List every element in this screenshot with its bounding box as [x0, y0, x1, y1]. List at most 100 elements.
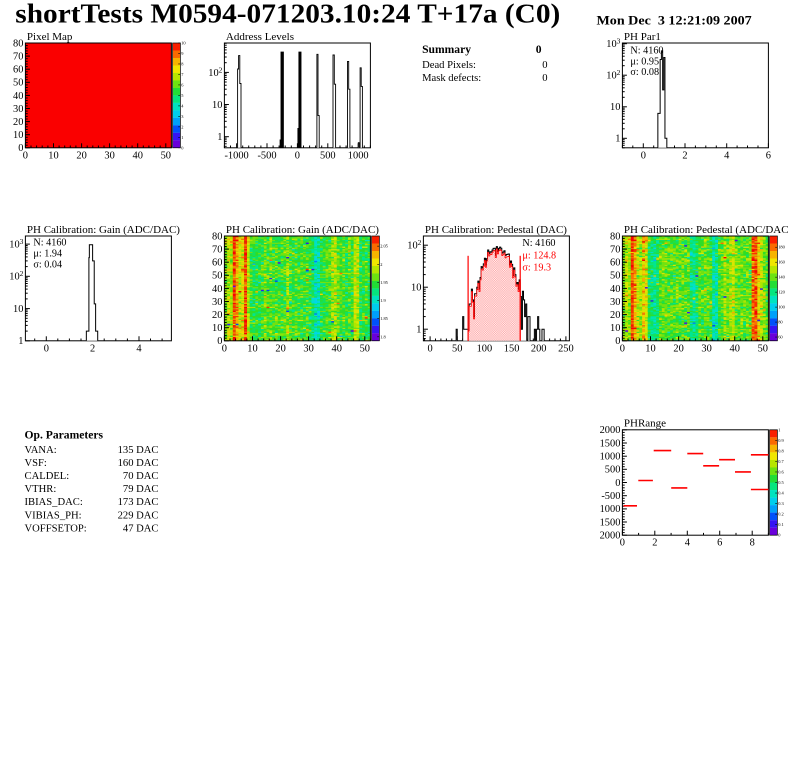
- svg-text:1000: 1000: [600, 452, 621, 463]
- svg-text:10: 10: [411, 283, 421, 294]
- svg-text:20: 20: [13, 117, 23, 128]
- svg-text:0.1: 0.1: [778, 522, 784, 527]
- svg-text:0.8: 0.8: [778, 448, 784, 453]
- svg-text:6: 6: [717, 538, 722, 549]
- svg-text:PH Calibration: Pedestal (DAC): PH Calibration: Pedestal (DAC): [425, 224, 567, 236]
- svg-text:0.4: 0.4: [778, 491, 784, 496]
- svg-text:0.5: 0.5: [778, 480, 784, 485]
- svg-text:60: 60: [13, 65, 23, 76]
- svg-text:0.3: 0.3: [778, 501, 784, 506]
- svg-text:10: 10: [610, 102, 620, 113]
- svg-text:30: 30: [303, 343, 313, 354]
- svg-text:2: 2: [90, 343, 95, 354]
- svg-text:Summary: Summary: [422, 43, 471, 56]
- svg-text:8: 8: [750, 538, 755, 549]
- svg-text:0: 0: [427, 343, 432, 354]
- svg-text:1: 1: [217, 132, 222, 143]
- svg-text:N: 4160: N: 4160: [630, 46, 663, 57]
- svg-text:10: 10: [212, 323, 222, 334]
- svg-text:1: 1: [416, 325, 421, 336]
- svg-text:1000: 1000: [600, 504, 621, 515]
- svg-text:Address Levels: Address Levels: [226, 31, 294, 43]
- svg-text:10: 10: [610, 323, 620, 334]
- svg-text:CALDEL:: CALDEL:: [25, 471, 70, 482]
- svg-text:0: 0: [620, 538, 625, 549]
- svg-text:0: 0: [536, 43, 542, 56]
- svg-text:0: 0: [641, 150, 646, 161]
- svg-text:173 DAC: 173 DAC: [118, 497, 159, 508]
- svg-text:50: 50: [212, 271, 222, 282]
- svg-text:Pixel Map: Pixel Map: [27, 31, 73, 43]
- svg-text:60: 60: [610, 258, 620, 269]
- svg-text:μ: 1.94: μ: 1.94: [33, 249, 62, 260]
- svg-text:-1000: -1000: [224, 150, 248, 161]
- svg-text:0: 0: [295, 150, 300, 161]
- svg-text:8: 8: [181, 61, 184, 66]
- svg-text:0: 0: [542, 73, 547, 84]
- svg-text:0.7: 0.7: [778, 459, 784, 464]
- svg-text:135 DAC: 135 DAC: [118, 445, 159, 456]
- svg-text:0: 0: [222, 343, 227, 354]
- svg-text:2000: 2000: [600, 531, 621, 542]
- svg-text:1500: 1500: [600, 438, 621, 449]
- svg-text:7: 7: [181, 72, 184, 77]
- svg-text:1500: 1500: [600, 517, 621, 528]
- svg-text:0: 0: [181, 145, 184, 150]
- svg-text:0: 0: [217, 336, 222, 347]
- svg-text:μ: 124.8: μ: 124.8: [522, 251, 556, 262]
- svg-text:70 DAC: 70 DAC: [123, 471, 159, 482]
- svg-text:PH Calibration: Gain (ADC/DAC): PH Calibration: Gain (ADC/DAC): [226, 224, 379, 236]
- svg-text:50: 50: [360, 343, 370, 354]
- svg-text:-500: -500: [601, 491, 620, 502]
- svg-text:4: 4: [685, 538, 691, 549]
- svg-text:80: 80: [778, 320, 783, 325]
- svg-text:2: 2: [181, 124, 183, 129]
- svg-text:σ: 0.08: σ: 0.08: [630, 67, 659, 78]
- svg-text:100: 100: [778, 305, 785, 310]
- svg-text:10: 10: [48, 150, 58, 161]
- svg-text:100: 100: [477, 343, 493, 354]
- svg-text:60: 60: [212, 258, 222, 269]
- svg-text:10: 10: [13, 130, 23, 141]
- svg-text:80: 80: [13, 38, 23, 49]
- svg-text:4: 4: [724, 150, 730, 161]
- svg-text:0: 0: [542, 60, 547, 71]
- svg-text:0: 0: [615, 336, 620, 347]
- svg-text:30: 30: [701, 343, 711, 354]
- svg-text:70: 70: [13, 52, 23, 63]
- svg-text:1: 1: [778, 427, 780, 432]
- svg-text:VIBIAS_PH:: VIBIAS_PH:: [25, 510, 82, 521]
- svg-text:160: 160: [778, 260, 785, 265]
- svg-text:70: 70: [610, 245, 620, 256]
- svg-text:1: 1: [18, 336, 23, 347]
- svg-text:50: 50: [452, 343, 462, 354]
- svg-text:0.6: 0.6: [778, 469, 784, 474]
- svg-text:2.05: 2.05: [380, 244, 388, 249]
- svg-text:200: 200: [531, 343, 547, 354]
- svg-text:30: 30: [104, 150, 114, 161]
- svg-text:1.85: 1.85: [380, 316, 388, 321]
- svg-text:9: 9: [181, 51, 184, 56]
- svg-text:Dead Pixels:: Dead Pixels:: [422, 60, 476, 71]
- svg-text:0: 0: [778, 533, 781, 538]
- svg-text:20: 20: [610, 310, 620, 321]
- svg-text:PH Par1: PH Par1: [624, 31, 661, 43]
- svg-text:IBIAS_DAC:: IBIAS_DAC:: [25, 497, 83, 508]
- svg-text:250: 250: [558, 343, 574, 354]
- svg-text:-500: -500: [257, 150, 276, 161]
- svg-text:40: 40: [13, 91, 23, 102]
- svg-text:PH Calibration: Gain (ADC/DAC): PH Calibration: Gain (ADC/DAC): [27, 224, 180, 236]
- svg-text:160 DAC: 160 DAC: [118, 458, 159, 469]
- svg-text:50: 50: [758, 343, 768, 354]
- svg-text:10: 10: [247, 343, 257, 354]
- svg-text:10: 10: [181, 41, 186, 46]
- svg-text:40: 40: [610, 284, 620, 295]
- svg-text:1000: 1000: [348, 150, 369, 161]
- svg-text:180: 180: [778, 245, 785, 250]
- svg-text:47 DAC: 47 DAC: [123, 523, 159, 534]
- svg-text:1.8: 1.8: [380, 334, 386, 339]
- svg-text:Mon Dec 3 12:21:09 2007: Mon Dec 3 12:21:09 2007: [597, 13, 753, 28]
- svg-text:3: 3: [181, 114, 184, 119]
- svg-text:0.2: 0.2: [778, 512, 784, 517]
- svg-text:20: 20: [673, 343, 683, 354]
